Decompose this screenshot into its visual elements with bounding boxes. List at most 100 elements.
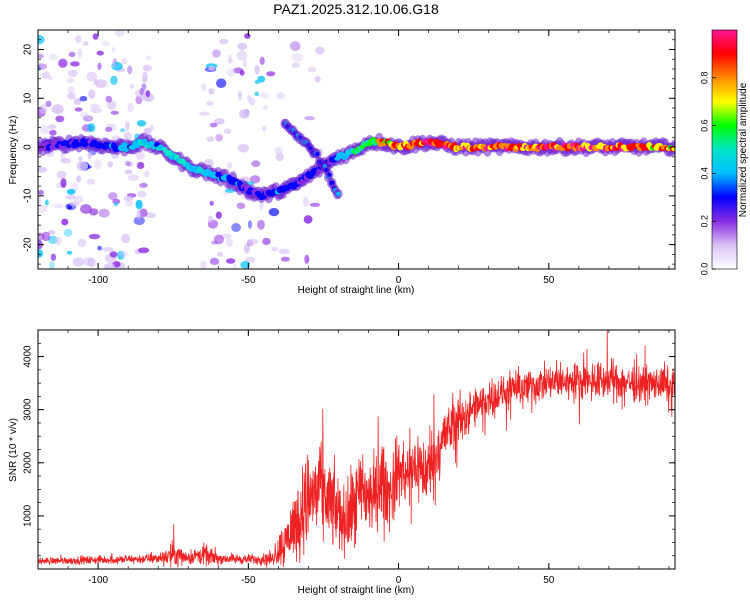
y-tick-label: -10 <box>23 188 34 203</box>
heatmap-noise-blob <box>48 235 58 244</box>
heatmap-noise-blob <box>304 254 310 264</box>
colorbar-gradient <box>712 30 737 269</box>
heatmap-noise-blob <box>129 83 135 89</box>
heatmap-noise-blob <box>88 89 96 99</box>
heatmap-noise-blob <box>228 54 232 64</box>
heatmap-noise-blob <box>201 83 206 92</box>
heatmap-noise-blob <box>120 128 126 133</box>
heatmap-noise-blob <box>74 107 83 112</box>
heatmap-noise-blob <box>219 38 229 45</box>
heatmap-noise-blob <box>48 124 57 130</box>
snr-series-line <box>38 330 675 568</box>
heatmap-noise-blob <box>238 90 242 101</box>
heatmap-noise-blob <box>121 57 127 65</box>
heatmap-noise-blob <box>206 101 214 106</box>
heatmap-noise-blob <box>63 228 73 237</box>
heatmap-noise-blob <box>209 122 218 128</box>
heatmap-noise-blob <box>41 71 50 79</box>
heatmap-noise-blob <box>239 70 245 76</box>
heatmap-noise-blob <box>86 178 96 185</box>
heatmap-noise-blob <box>98 208 110 218</box>
heatmap-noise-blob <box>217 251 224 257</box>
heatmap-noise-blob <box>75 35 82 44</box>
heatmap-noise-blob <box>227 58 234 64</box>
heatmap-noise-blob <box>225 237 233 248</box>
heatmap-noise-blob <box>209 200 214 206</box>
heatmap-noise-blob <box>38 205 48 213</box>
heatmap-noise-blob <box>104 266 116 269</box>
heatmap-noise-blob <box>53 203 64 209</box>
heatmap-noise-blob <box>123 131 132 141</box>
heatmap-noise-blob <box>49 261 55 269</box>
heatmap-noise-blob <box>38 190 44 195</box>
colorbar-label: Normalized spectral amplitude <box>738 82 749 217</box>
heatmap-noise-blob <box>206 136 215 143</box>
heatmap-noise-blob <box>79 95 88 102</box>
heatmap-noise-blob <box>237 42 248 51</box>
heatmap-noise-blob <box>121 233 131 244</box>
heatmap-noise-blob <box>242 58 247 68</box>
heatmap-noise-blob <box>48 76 53 81</box>
heatmap-noise-blob <box>141 83 147 91</box>
heatmap-noise-blob <box>136 161 145 170</box>
heatmap-noise-blob <box>232 263 238 269</box>
heatmap-branch-cell <box>327 172 332 177</box>
heatmap-noise-blob <box>127 102 134 113</box>
heatmap-noise-blob <box>208 65 216 71</box>
heatmap-noise-blob <box>123 195 133 202</box>
heatmap-noise-blob <box>309 202 321 207</box>
heatmap-noise-blob <box>262 237 271 245</box>
heatmap-noise-blob <box>89 208 99 216</box>
heatmap-noise-blob <box>213 234 224 245</box>
heatmap-noise-blob <box>38 196 42 205</box>
x-tick-label: -50 <box>241 575 256 586</box>
colorbar-tick-label: 0.0 <box>699 263 709 276</box>
heatmap-noise-blob <box>137 190 147 198</box>
heatmap-noise-blob <box>107 161 114 168</box>
snr-y-label: SNR (10 * v/v) <box>8 418 19 482</box>
heatmap-noise-blob <box>93 78 99 86</box>
heatmap-noise-blob <box>66 250 73 255</box>
x-tick-label: -50 <box>241 275 256 286</box>
heatmap-noise-blob <box>257 219 265 230</box>
heatmap-noise-blob <box>97 245 102 251</box>
heatmap-noise-blob <box>41 231 51 242</box>
heatmap-noise-blob <box>78 156 83 162</box>
heatmap-noise-blob <box>248 97 256 106</box>
heatmap-noise-blob <box>101 247 114 252</box>
heatmap-noise-blob <box>215 134 223 142</box>
heatmap-noise-blob <box>82 41 89 46</box>
x-tick-label: -100 <box>88 275 108 286</box>
heatmap-noise-blob <box>237 143 249 153</box>
spectrogram-title: PAZ1.2025.312.10.06.G18 <box>273 1 439 17</box>
heatmap-noise-blob <box>136 120 147 127</box>
heatmap-noise-blob <box>38 166 48 173</box>
heatmap-noise-blob <box>198 111 210 116</box>
heatmap-noise-blob <box>216 78 227 88</box>
heatmap-noise-blob <box>49 129 57 136</box>
heatmap-noise-blob <box>76 175 82 183</box>
heatmap-noise-blob <box>254 64 260 75</box>
heatmap-noise-blob <box>67 69 78 77</box>
heatmap-noise-blob <box>302 197 309 207</box>
heatmap-noise-blob <box>133 216 145 226</box>
heatmap-noise-blob <box>257 75 266 83</box>
heatmap-branch-cell <box>315 152 320 157</box>
heatmap-noise-blob <box>101 40 110 46</box>
colorbar-frame <box>711 29 738 270</box>
heatmap-noise-blob <box>291 62 300 68</box>
heatmap-noise-blob <box>117 250 125 260</box>
y-tick-label: 2000 <box>23 451 34 474</box>
x-tick-label: 50 <box>543 575 555 586</box>
heatmap-ridge-cell <box>215 171 222 178</box>
spectrogram-frame <box>37 29 676 270</box>
heatmap-noise-blob <box>243 243 250 254</box>
heatmap-branch-cell <box>336 191 341 196</box>
heatmap-noise-blob <box>68 51 76 58</box>
heatmap-noise-blob <box>127 174 139 181</box>
heatmap-noise-blob <box>259 92 270 99</box>
heatmap-noise-blob <box>146 55 151 60</box>
heatmap-noise-blob <box>51 104 64 115</box>
heatmap-noise-blob <box>145 90 151 98</box>
colorbar-tick-label: 0.4 <box>699 167 709 180</box>
